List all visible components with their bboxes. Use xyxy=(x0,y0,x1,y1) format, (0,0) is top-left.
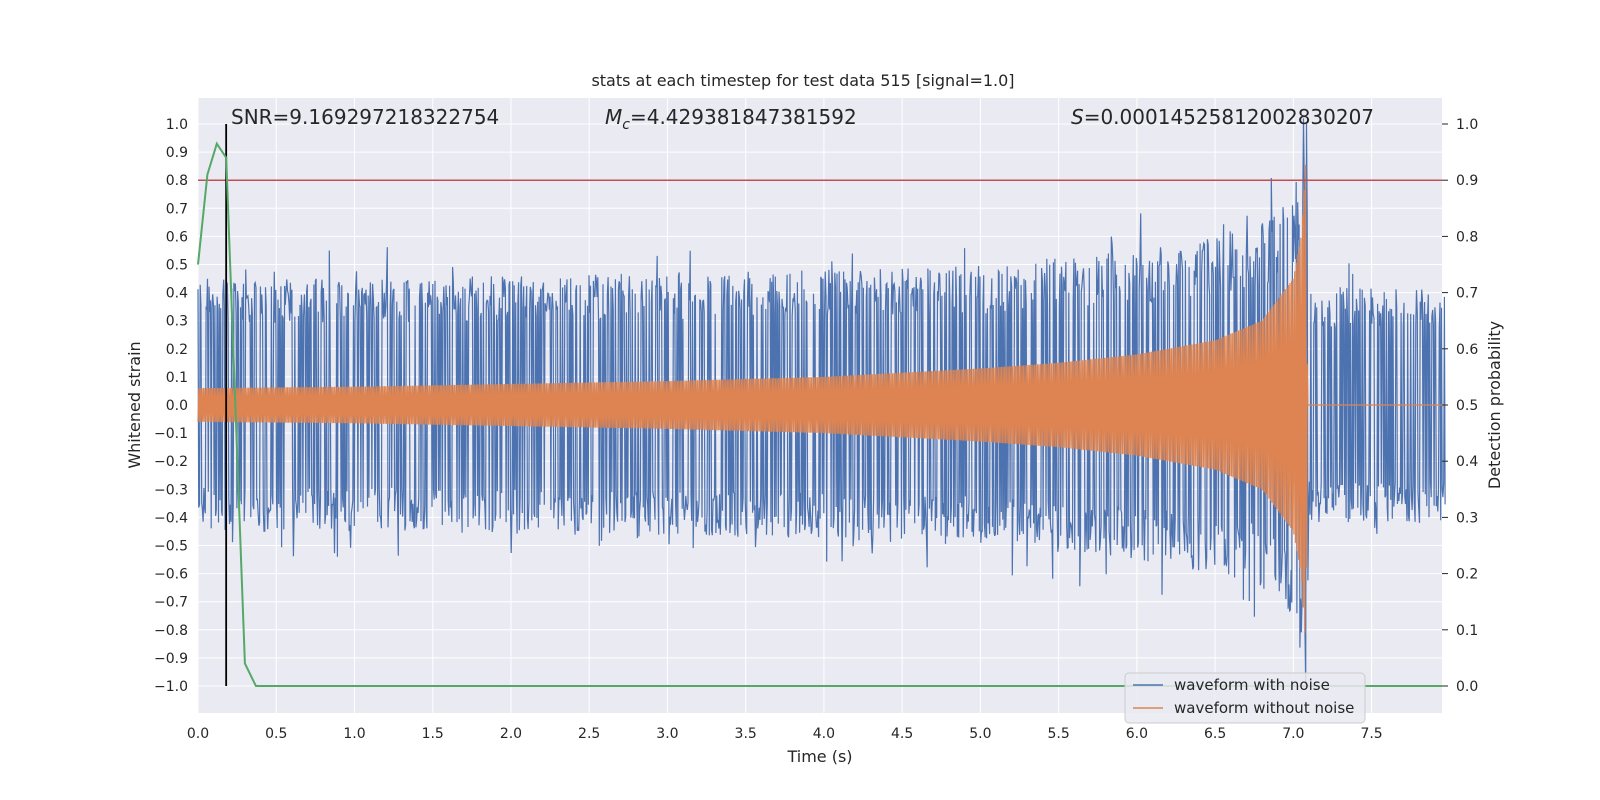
y-tick-label: 0.8 xyxy=(166,173,188,189)
snr-annotation: SNR=9.169297218322754 xyxy=(231,105,499,129)
series-detection-probability xyxy=(197,141,1442,687)
y-axis-label: Whitened strain xyxy=(125,341,144,468)
x-tick-label: 4.5 xyxy=(891,726,913,742)
y-tick-label: −0.2 xyxy=(154,454,188,470)
x-tick-label: 3.5 xyxy=(735,726,757,742)
x-tick-label: 7.5 xyxy=(1360,726,1382,742)
y-tick-label: −0.8 xyxy=(154,623,188,639)
y-tick-label: 0.4 xyxy=(166,286,188,302)
x-tick-label: 2.5 xyxy=(578,726,600,742)
y2-axis-label: Detection probability xyxy=(1485,321,1504,489)
x-tick-label: 5.0 xyxy=(969,726,991,742)
y-tick-label: −0.3 xyxy=(154,482,188,498)
chirp-mass-subscript: c xyxy=(622,117,630,133)
y2-tick-label: 0.0 xyxy=(1456,679,1478,695)
legend-box xyxy=(1124,672,1366,724)
series-layer xyxy=(197,118,1446,687)
y-tick-label: 0.5 xyxy=(166,258,188,274)
chirp-mass-value: =4.429381847381592 xyxy=(630,105,857,129)
legend: waveform with noise waveform without noi… xyxy=(1124,672,1366,724)
y2-tick-label: 0.5 xyxy=(1456,398,1478,414)
y-tick-label: 0.1 xyxy=(166,370,188,386)
y-tick-label: 1.0 xyxy=(166,117,188,133)
y2-tick-label: 0.9 xyxy=(1456,173,1478,189)
x-tick-label: 1.5 xyxy=(422,726,444,742)
x-tick-label: 0.5 xyxy=(265,726,287,742)
s-symbol: S xyxy=(1071,105,1084,129)
y2-tick-label: 0.2 xyxy=(1456,567,1478,583)
legend-entry-clean: waveform without noise xyxy=(1174,699,1354,717)
y-tick-label: 0.6 xyxy=(166,229,188,245)
series-waveform-without-noise xyxy=(197,164,1446,633)
y2-tick-label: 0.1 xyxy=(1456,623,1478,639)
x-tick-label: 6.5 xyxy=(1204,726,1226,742)
legend-entry-noisy: waveform with noise xyxy=(1174,676,1330,694)
chirp-mass-annotation: Mc=4.429381847381592 xyxy=(605,105,857,133)
x-tick-label: 4.0 xyxy=(813,726,835,742)
chart-title: stats at each timestep for test data 515… xyxy=(591,71,1014,90)
y-tick-label: −0.7 xyxy=(154,595,188,611)
y-tick-label: 0.9 xyxy=(166,145,188,161)
y-tick-label: −0.1 xyxy=(154,426,188,442)
y-tick-label: −0.9 xyxy=(154,651,188,667)
chirp-mass-symbol: M xyxy=(605,105,622,129)
x-tick-label: 6.0 xyxy=(1126,726,1148,742)
x-tick-label: 7.0 xyxy=(1282,726,1304,742)
y-tick-label: −0.4 xyxy=(154,510,188,526)
y-tick-label: 0.7 xyxy=(166,201,188,217)
y-tick-label: −0.5 xyxy=(154,539,188,555)
y2-tick-label: 0.3 xyxy=(1456,510,1478,526)
x-tick-label: 0.0 xyxy=(187,726,209,742)
x-tick-label: 3.0 xyxy=(656,726,678,742)
x-tick-label: 2.0 xyxy=(500,726,522,742)
y2-tick-label: 0.8 xyxy=(1456,229,1478,245)
y2-tick-label: 0.7 xyxy=(1456,286,1478,302)
y2-tick-label: 0.4 xyxy=(1456,454,1478,470)
x-axis-label: Time (s) xyxy=(786,747,852,766)
y-tick-label: −0.6 xyxy=(154,567,188,583)
s-value: =0.00014525812002830207 xyxy=(1084,105,1374,129)
s-annotation: S=0.00014525812002830207 xyxy=(1071,105,1374,129)
y2-tick-label: 1.0 xyxy=(1456,117,1478,133)
y-tick-label: −1.0 xyxy=(154,679,188,695)
y-tick-label: 0.0 xyxy=(166,398,188,414)
y2-tick-label: 0.6 xyxy=(1456,342,1478,358)
overlay-layer xyxy=(197,124,1442,687)
x-tick-label: 5.5 xyxy=(1047,726,1069,742)
ticks-layer: 0.0 0.5 1.0 1.5 2.0 2.5 3.0 3.5 4.0 4.5 5.0 5.5 6.0 6… xyxy=(154,117,1478,742)
y-tick-label: 0.2 xyxy=(166,342,188,358)
x-tick-label: 1.0 xyxy=(343,726,365,742)
y-tick-label: 0.3 xyxy=(166,314,188,330)
